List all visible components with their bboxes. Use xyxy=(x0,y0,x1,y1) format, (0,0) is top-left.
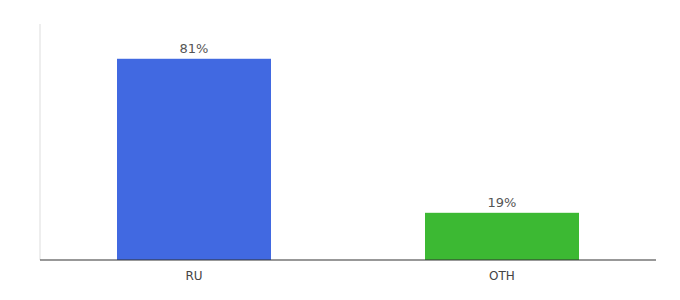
bar xyxy=(117,59,271,260)
data-label: 81% xyxy=(180,41,209,56)
chart-container: 81% 19% RU OTH xyxy=(0,0,680,300)
bar xyxy=(425,213,579,260)
chart: 81% 19% RU OTH xyxy=(0,0,680,300)
bars xyxy=(117,59,579,260)
x-tick-label: RU xyxy=(185,269,202,283)
x-tick-label: OTH xyxy=(489,269,515,283)
data-label: 19% xyxy=(488,195,517,210)
x-axis xyxy=(40,259,656,260)
y-axis-line xyxy=(40,24,41,260)
